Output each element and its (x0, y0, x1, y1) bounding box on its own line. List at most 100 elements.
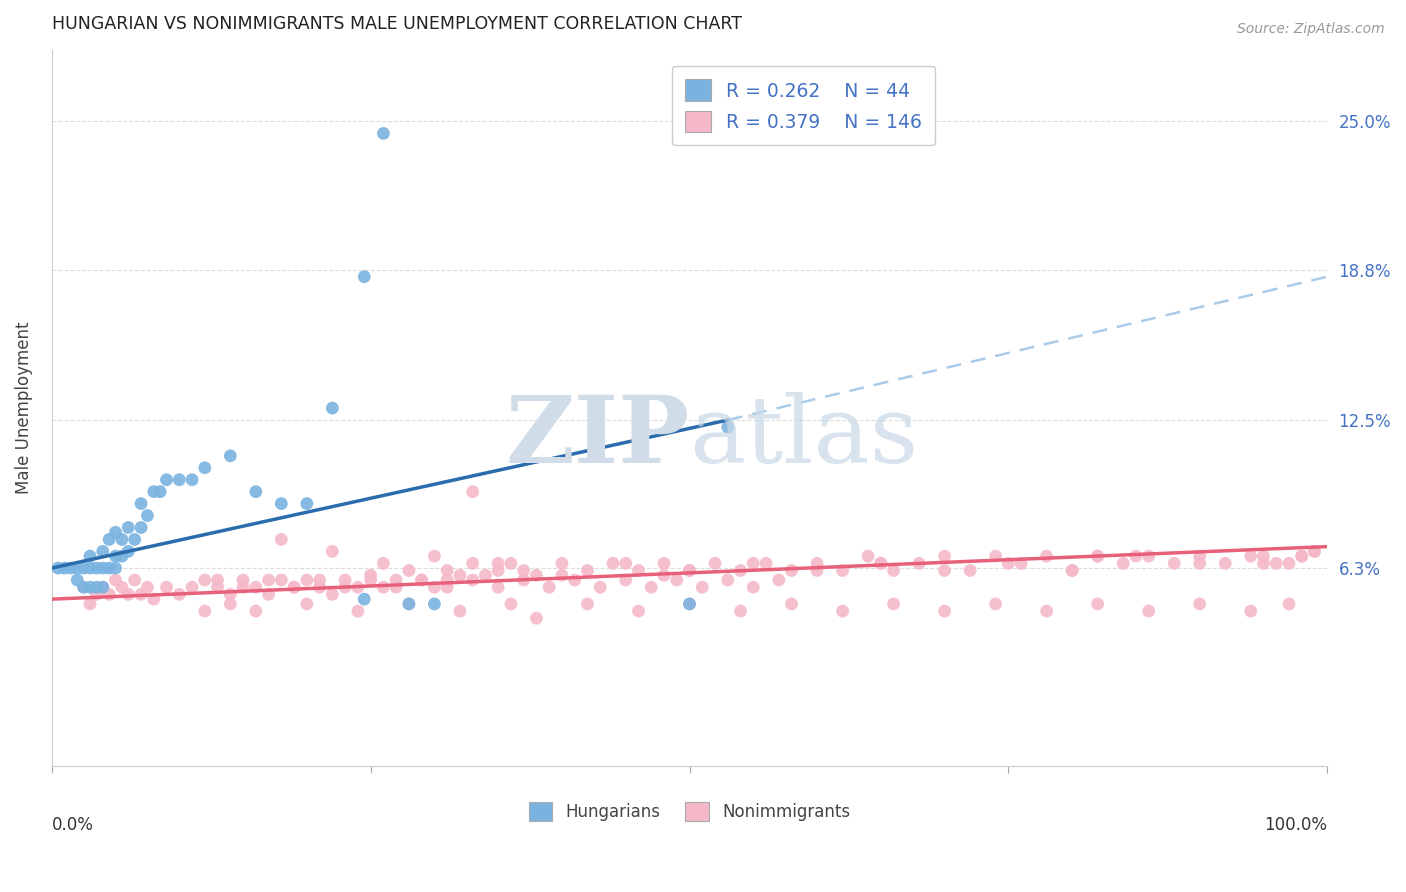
Point (86, 587, 108, 601)
Point (219, 449, 242, 463)
Point (98, 561, 121, 575)
Point (321, 401, 343, 415)
Text: 0.0%: 0.0% (52, 816, 94, 835)
Point (678, 564, 700, 578)
Point (333, 580, 356, 594)
Point (831, 564, 853, 578)
Point (1125, 549, 1147, 563)
Point (984, 549, 1007, 563)
Point (245, 484, 267, 499)
Point (1188, 557, 1211, 571)
Point (245, 604, 267, 618)
Point (194, 573, 217, 587)
Point (219, 587, 242, 601)
Point (730, 564, 752, 578)
Point (934, 564, 956, 578)
Point (869, 557, 891, 571)
Point (1087, 597, 1109, 611)
Text: 100.0%: 100.0% (1264, 816, 1327, 835)
Point (640, 580, 662, 594)
Point (385, 573, 408, 587)
Point (295, 597, 318, 611)
Point (1087, 549, 1109, 563)
Point (129, 497, 152, 511)
Point (283, 580, 305, 594)
Point (1213, 557, 1236, 571)
Point (486, 557, 509, 571)
Point (129, 520, 152, 534)
Point (883, 564, 905, 578)
Point (398, 597, 420, 611)
Point (373, 580, 395, 594)
Point (66, 561, 89, 575)
Point (308, 573, 330, 587)
Point (1278, 557, 1301, 571)
Point (423, 597, 446, 611)
Point (602, 557, 624, 571)
Point (717, 573, 740, 587)
Point (117, 587, 139, 601)
Point (1188, 549, 1211, 563)
Point (551, 568, 574, 582)
Text: Source: ZipAtlas.com: Source: ZipAtlas.com (1237, 22, 1385, 37)
Point (627, 604, 650, 618)
Point (411, 573, 433, 587)
Point (347, 604, 370, 618)
Point (86, 561, 108, 575)
Point (551, 557, 574, 571)
Point (512, 564, 534, 578)
Point (1278, 597, 1301, 611)
Point (678, 564, 700, 578)
Point (806, 557, 828, 571)
Point (117, 520, 139, 534)
Point (308, 580, 330, 594)
Point (499, 597, 522, 611)
Point (1062, 564, 1084, 578)
Point (678, 597, 700, 611)
Legend: Hungarians, Nonimmigrants: Hungarians, Nonimmigrants (520, 794, 859, 830)
Point (347, 580, 370, 594)
Point (1240, 604, 1263, 618)
Point (449, 568, 471, 582)
Point (360, 573, 382, 587)
Point (959, 564, 981, 578)
Point (1137, 549, 1160, 563)
Point (1087, 549, 1109, 563)
Point (104, 573, 127, 587)
Point (780, 564, 803, 578)
Point (155, 580, 177, 594)
Point (91, 580, 114, 594)
Point (423, 580, 446, 594)
Point (59, 561, 82, 575)
Point (717, 420, 740, 434)
Point (142, 592, 165, 607)
Point (98, 587, 121, 601)
Point (104, 549, 127, 563)
Point (652, 557, 675, 571)
Point (321, 544, 343, 558)
Point (111, 580, 134, 594)
Point (461, 484, 484, 499)
Point (742, 580, 765, 594)
Point (869, 557, 891, 571)
Point (66, 573, 89, 587)
Point (257, 573, 280, 587)
Point (831, 604, 853, 618)
Point (436, 573, 458, 587)
Point (53, 561, 76, 575)
Point (934, 549, 956, 563)
Point (219, 597, 242, 611)
Point (665, 573, 688, 587)
Point (704, 557, 727, 571)
Point (486, 580, 509, 594)
Point (1010, 557, 1032, 571)
Point (373, 557, 395, 571)
Point (72, 580, 94, 594)
Point (232, 573, 254, 587)
Point (136, 580, 159, 594)
Point (129, 587, 152, 601)
Point (257, 587, 280, 601)
Point (1253, 557, 1275, 571)
Point (91, 544, 114, 558)
Point (461, 573, 484, 587)
